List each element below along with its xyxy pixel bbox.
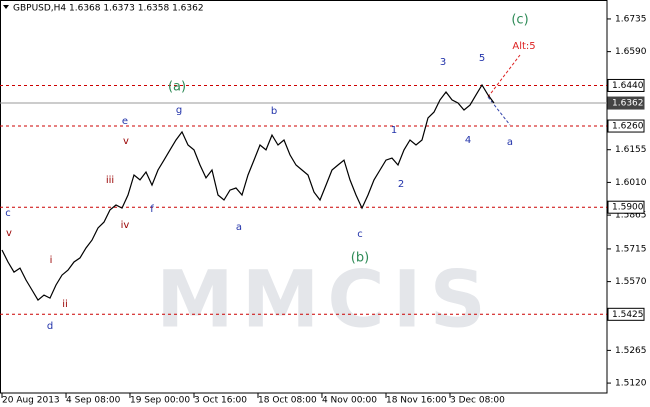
wave-label: 1: [391, 125, 397, 136]
x-tick-label: 18 Oct 08:00: [258, 396, 317, 406]
wave-label: b: [271, 106, 277, 117]
wave-label: a: [236, 222, 242, 233]
level-label: 1.6440: [612, 81, 644, 91]
y-tick-label: 1.5265: [615, 346, 647, 356]
wave-label: (c): [511, 13, 528, 28]
wave-label: f: [150, 204, 154, 215]
y-tick-label: 1.6735: [615, 14, 647, 24]
title-marker: [3, 5, 9, 9]
level-label: 1.6362: [612, 99, 644, 109]
x-tick-label: 18 Nov 16:00: [386, 396, 447, 406]
wave-label: ii: [62, 299, 68, 310]
x-tick-label: 4 Nov 00:00: [322, 396, 377, 406]
wave-label: (b): [351, 251, 369, 266]
level-label: 1.5900: [612, 203, 644, 213]
wave-label: (a): [168, 80, 186, 95]
wave-label: i: [50, 255, 53, 266]
level-box: [607, 96, 645, 110]
y-tick-label: 1.6155: [615, 145, 647, 155]
x-tick-label: 20 Aug 2013: [2, 396, 60, 406]
level-label: 1.5425: [612, 310, 644, 320]
level-box: [607, 119, 645, 133]
wave-label: iii: [106, 175, 114, 186]
y-tick-label: 1.5570: [615, 277, 647, 287]
watermark: MMCIS: [156, 255, 494, 345]
wave-label: v: [123, 136, 129, 147]
wave-label: Alt:5: [512, 41, 535, 52]
wave-label: 4: [465, 135, 471, 146]
y-tick-label: 1.5120: [615, 379, 647, 389]
price-line: [1, 83, 495, 302]
level-label: 1.6260: [612, 122, 644, 132]
wave-label: 5: [479, 53, 485, 64]
wave-label: d: [47, 321, 53, 332]
wave-label: c: [357, 229, 363, 240]
x-tick-label: 3 Oct 16:00: [194, 396, 247, 406]
alt-arrow: [487, 54, 521, 98]
projection-arrow: [487, 96, 511, 126]
x-tick-label: 19 Sep 00:00: [130, 396, 190, 406]
x-tick-label: 4 Sep 08:00: [66, 396, 121, 406]
y-tick-label: 1.6590: [615, 47, 647, 57]
wave-label: a: [507, 137, 513, 148]
wave-label: e: [122, 116, 128, 127]
wave-label: 3: [440, 57, 446, 68]
level-box: [607, 78, 645, 92]
plot-frame: [0, 0, 608, 394]
chart-title: GBPUSD,H4 1.6368 1.6373 1.6358 1.6362: [13, 4, 204, 14]
y-tick-label: 1.6010: [615, 178, 647, 188]
level-box: [607, 200, 645, 214]
wave-label: c: [5, 208, 11, 219]
level-box: [607, 307, 645, 321]
y-tick-label: 1.5715: [615, 244, 647, 254]
x-tick-label: 3 Dec 08:00: [450, 396, 505, 406]
wave-label: g: [176, 105, 182, 116]
wave-label: iv: [121, 220, 130, 231]
wave-label: 2: [398, 179, 404, 190]
wave-label: v: [6, 228, 12, 239]
y-tick-label: 1.5865: [615, 211, 647, 221]
